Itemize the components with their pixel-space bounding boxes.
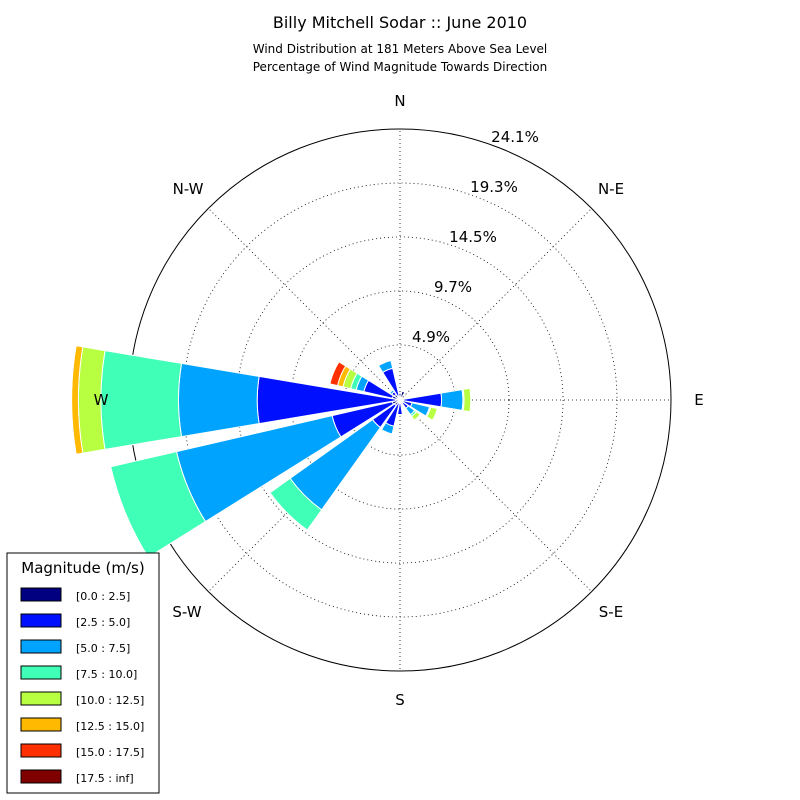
direction-label-s: S: [395, 691, 405, 709]
wind-bar-segment: [440, 389, 464, 411]
ring-label-4: 19.3%: [470, 178, 518, 196]
wind-bar-segment: [426, 406, 438, 421]
grid-spoke: [208, 208, 401, 401]
direction-label-n: N: [394, 92, 405, 110]
wind-bar-segment: [329, 361, 347, 387]
chart-title: Billy Mitchell Sodar :: June 2010: [273, 13, 527, 32]
legend-swatch: [20, 613, 62, 628]
wind-bar-segment: [269, 477, 323, 531]
legend-item-label: [2.5 : 5.0]: [76, 616, 130, 629]
legend-swatch: [20, 691, 62, 706]
legend-item-label: [17.5 : inf]: [76, 772, 134, 785]
wind-bar-segment: [411, 411, 421, 421]
legend-swatch: [20, 717, 62, 732]
grid-ring: [182, 182, 618, 618]
legend-item-label: [10.0 : 12.5]: [76, 694, 144, 707]
direction-label-ne: N-E: [598, 180, 624, 198]
legend-item-label: [0.0 : 2.5]: [76, 590, 130, 603]
direction-label-w: W: [94, 391, 109, 409]
direction-label-sw: S-W: [172, 603, 201, 621]
direction-label-se: S-E: [599, 603, 623, 621]
ring-label-1: 4.9%: [412, 328, 450, 346]
ring-label-5: 24.1%: [491, 128, 539, 146]
wind-bar-segment: [177, 362, 260, 438]
wind-bar-segment: [100, 350, 183, 450]
direction-label-e: E: [694, 391, 703, 409]
wind-bar-segment: [389, 389, 395, 395]
legend-item-label: [7.5 : 10.0]: [76, 668, 137, 681]
chart-subtitle-line-2: Percentage of Wind Magnitude Towards Dir…: [253, 60, 547, 74]
legend-item-label: [15.0 : 17.5]: [76, 746, 144, 759]
ring-label-2: 9.7%: [434, 278, 472, 296]
legend-swatch: [20, 587, 62, 602]
wind-bar-segment: [71, 345, 84, 455]
grid-spoke: [399, 399, 592, 592]
legend-item-label: [5.0 : 7.5]: [76, 642, 130, 655]
legend-swatch: [20, 769, 62, 784]
direction-label-nw: N-W: [173, 180, 204, 198]
legend-swatch: [20, 639, 62, 654]
wind-bar-segment: [110, 451, 207, 559]
wind-bar-segment: [380, 422, 395, 435]
wind-bars: [71, 345, 472, 559]
wind-bar-segment: [462, 387, 472, 413]
legend: Magnitude (m/s) [0.0 : 2.5] [2.5 : 5.0] [5…: [6, 552, 160, 794]
legend-title: Magnitude (m/s): [21, 559, 144, 577]
legend-swatch: [20, 743, 62, 758]
legend-swatch: [20, 665, 62, 680]
wind-bar-segment: [396, 413, 404, 417]
legend-item-label: [12.5 : 15.0]: [76, 720, 144, 733]
ring-label-3: 14.5%: [449, 228, 497, 246]
wind-bar-segment: [377, 359, 394, 374]
grid-ring: [290, 290, 510, 510]
chart-subtitle-line-1: Wind Distribution at 181 Meters Above Se…: [253, 42, 548, 56]
